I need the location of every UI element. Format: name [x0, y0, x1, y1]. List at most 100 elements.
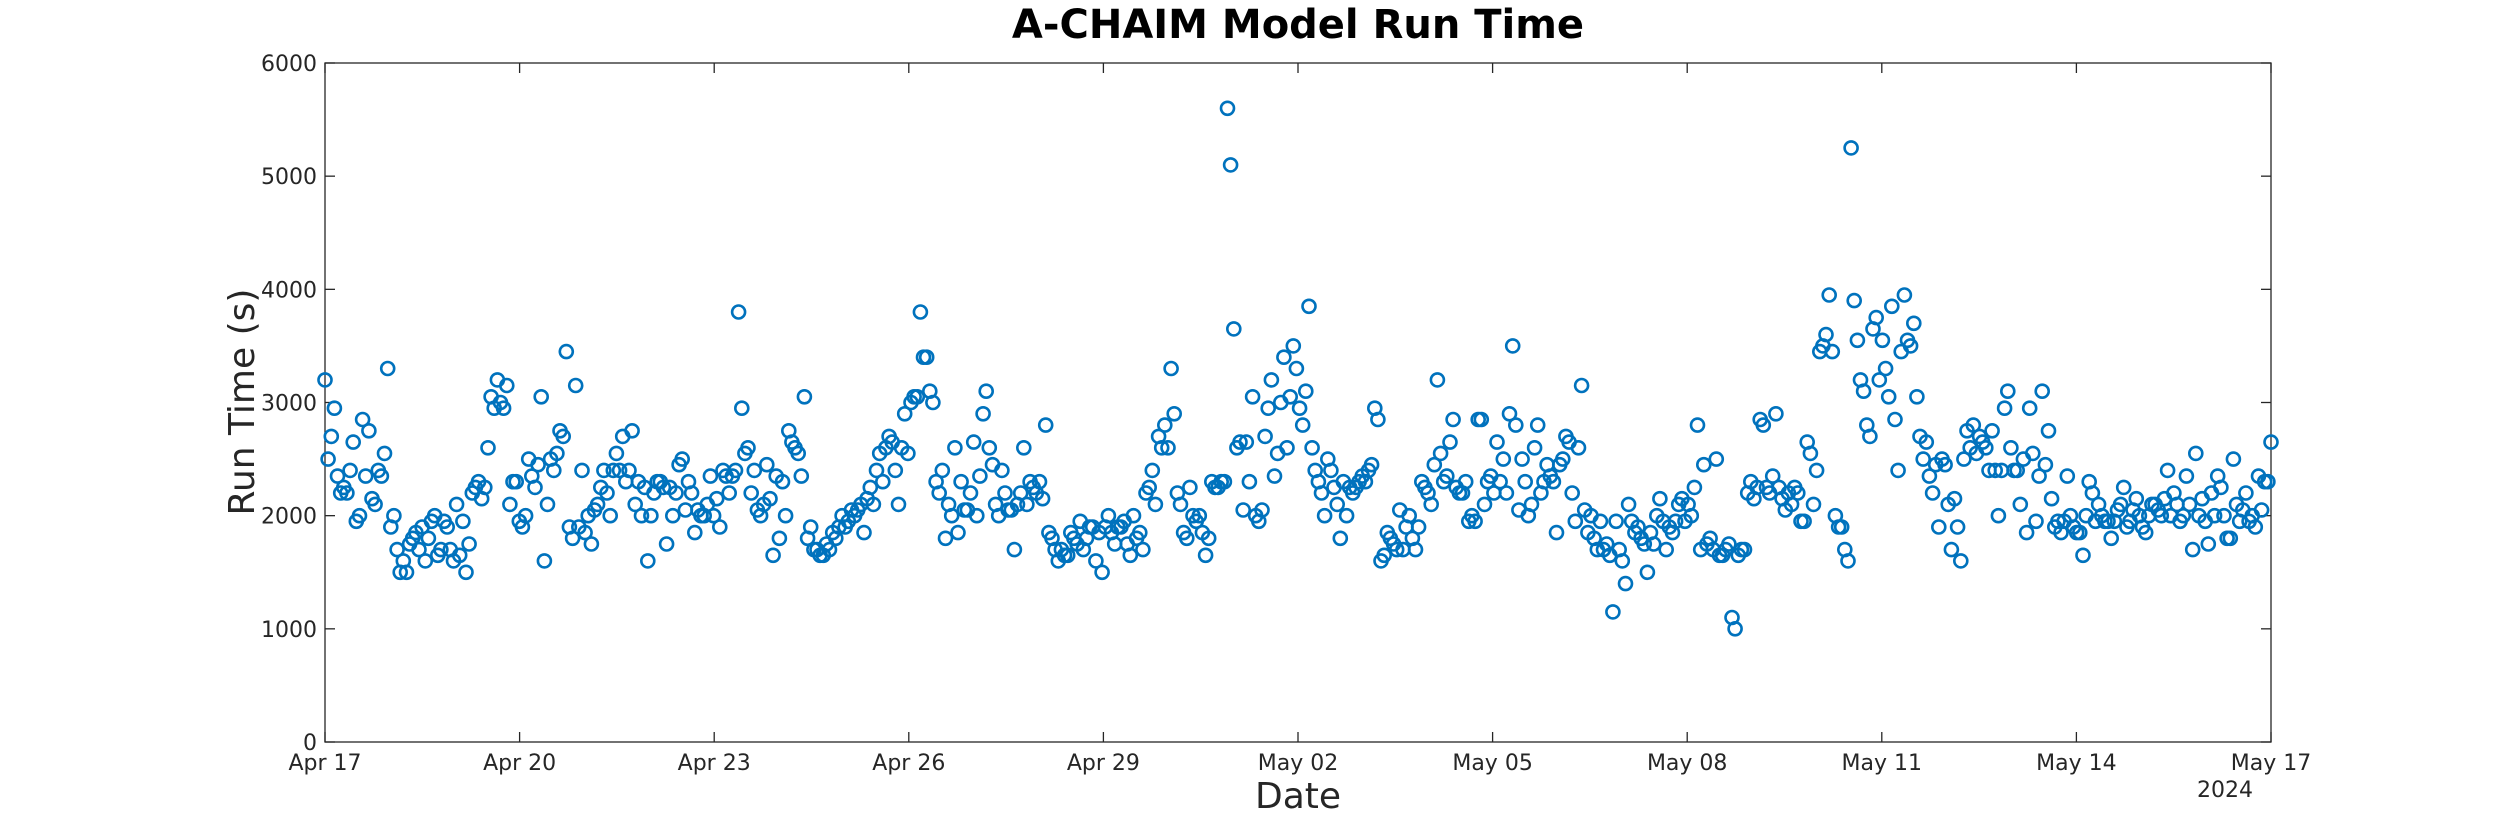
- data-point: [367, 496, 383, 513]
- data-point: [1407, 541, 1424, 558]
- data-point: [455, 513, 471, 530]
- data-point: [975, 405, 991, 422]
- data-point: [1833, 519, 1850, 535]
- data-point: [1821, 287, 1837, 303]
- chart-title: A-CHAIM Model Run Time: [1012, 2, 1584, 48]
- data-point: [2112, 496, 2129, 513]
- data-point: [2115, 479, 2132, 496]
- data-point: [711, 519, 728, 535]
- data-point: [658, 536, 675, 552]
- data-point: [937, 530, 954, 547]
- data-point: [1689, 417, 1706, 433]
- data-point: [2084, 485, 2101, 501]
- data-point: [2200, 536, 2217, 552]
- data-point: [1918, 434, 1935, 450]
- data-point: [1197, 547, 1214, 564]
- x-tick-label: Apr 29: [1067, 751, 1140, 776]
- data-point: [502, 496, 518, 513]
- data-point: [758, 456, 775, 473]
- data-point: [962, 485, 979, 501]
- data-point: [357, 468, 374, 484]
- data-point: [433, 541, 449, 558]
- data-point: [981, 439, 998, 456]
- data-point: [1241, 473, 1258, 490]
- data-point: [1219, 100, 1236, 117]
- data-point: [978, 383, 995, 400]
- data-point: [1523, 496, 1540, 513]
- data-point: [1172, 496, 1189, 513]
- data-point: [1316, 507, 1333, 524]
- data-point: [1094, 564, 1110, 581]
- data-point: [1849, 332, 1866, 349]
- data-point: [555, 428, 572, 445]
- data-point: [1818, 326, 1834, 343]
- x-tick-label: May 17: [2231, 751, 2311, 776]
- data-point: [1147, 496, 1164, 513]
- data-point: [1545, 473, 1562, 490]
- data-point: [476, 479, 493, 496]
- data-point: [621, 462, 637, 479]
- data-point: [1862, 428, 1878, 445]
- data-point: [2178, 468, 2195, 484]
- data-point: [608, 445, 625, 462]
- x-tick-label: Apr 26: [872, 751, 945, 776]
- y-axis: 0 1000 2000 3000 4000 5000 6000: [261, 52, 2271, 756]
- data-point: [1896, 287, 1913, 303]
- x-tick-label: May 08: [1647, 751, 1727, 776]
- data-point: [874, 473, 891, 490]
- data-point: [2018, 524, 2035, 541]
- data-point: [420, 530, 437, 547]
- data-point: [1529, 417, 1546, 433]
- data-point: [2000, 383, 2016, 400]
- data-point: [900, 445, 916, 462]
- data-point: [1620, 496, 1637, 513]
- data-point: [458, 564, 474, 581]
- data-point: [2043, 490, 2060, 507]
- data-point: [2247, 519, 2264, 535]
- data-point: [1978, 439, 1994, 456]
- data-point: [1808, 462, 1825, 479]
- data-point: [1263, 372, 1280, 388]
- data-point: [398, 564, 415, 581]
- data-point: [727, 462, 744, 479]
- data-point: [1429, 372, 1446, 388]
- data-point: [868, 462, 885, 479]
- x-tick-label: Apr 17: [288, 751, 361, 776]
- data-point: [1645, 536, 1662, 552]
- data-point: [451, 547, 468, 564]
- data-point: [1915, 451, 1931, 467]
- data-point: [762, 490, 778, 507]
- data-point: [674, 451, 691, 467]
- data-point: [1235, 502, 1251, 518]
- data-point: [533, 388, 550, 405]
- data-point: [558, 343, 575, 360]
- data-point: [965, 434, 982, 450]
- data-point: [912, 304, 929, 320]
- data-point: [508, 473, 525, 490]
- data-point: [1100, 507, 1117, 524]
- data-point: [376, 445, 393, 462]
- data-point: [1790, 485, 1806, 501]
- data-point: [1019, 496, 1035, 513]
- data-point: [796, 388, 813, 405]
- data-point: [1266, 468, 1283, 484]
- data-point: [2225, 451, 2242, 467]
- data-point: [1135, 541, 1151, 558]
- data-point: [1843, 140, 1859, 156]
- data-point: [771, 530, 788, 547]
- y-tick-label: 6000: [261, 52, 317, 77]
- data-point: [1949, 519, 1966, 535]
- data-point: [925, 394, 941, 411]
- data-point: [664, 507, 681, 524]
- data-point: [862, 479, 879, 496]
- data-point: [1877, 360, 1894, 377]
- x-tick-label: May 14: [2036, 751, 2116, 776]
- data-point: [686, 524, 703, 541]
- data-point: [1686, 479, 1703, 496]
- data-point: [2238, 485, 2254, 501]
- data-point: [1495, 451, 1512, 467]
- data-point: [730, 304, 747, 320]
- y-axis-label: Run Time (s): [222, 289, 263, 516]
- data-point: [821, 541, 838, 558]
